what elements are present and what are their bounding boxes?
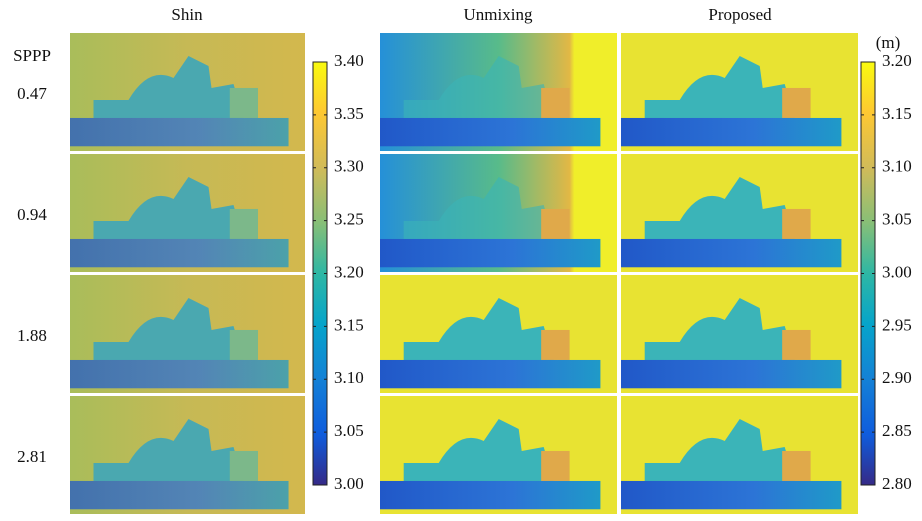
tick-label: 3.35 (334, 104, 364, 123)
scene-tower (229, 87, 258, 118)
scene-tower (782, 208, 811, 239)
scene-tower (229, 329, 258, 360)
scene-tower (541, 450, 570, 481)
scene-foreground (621, 359, 842, 389)
scene-foreground (70, 238, 289, 268)
scene-tower (229, 450, 258, 481)
scene-building (403, 55, 554, 118)
scene-building (93, 55, 244, 118)
row-label: 0.94 (17, 205, 47, 224)
row-label: 0.47 (17, 84, 47, 103)
scene-foreground (70, 480, 289, 510)
tick-label: 3.15 (334, 315, 364, 334)
tick-label: 3.30 (334, 157, 364, 176)
scene-building (644, 176, 795, 239)
row-label: 1.88 (17, 326, 47, 345)
scene-tower (782, 450, 811, 481)
tick-label: 3.20 (882, 51, 912, 70)
tick-label: 2.85 (882, 421, 912, 440)
scene-tower (782, 87, 811, 118)
scene-tower (541, 87, 570, 118)
scene-building (403, 418, 554, 481)
scene-building (93, 176, 244, 239)
scene-foreground (380, 480, 601, 510)
tick-label: 3.05 (882, 210, 912, 229)
scene-tower (541, 208, 570, 239)
scene-building (644, 418, 795, 481)
scene-building (403, 297, 554, 360)
tick-label: 3.00 (882, 262, 912, 281)
tick-label: 2.90 (882, 368, 912, 387)
unit-label: (m) (876, 33, 901, 52)
scene-foreground (380, 359, 601, 389)
image-panels (70, 33, 858, 514)
scene-foreground (621, 238, 842, 268)
scene-foreground (380, 117, 601, 147)
scene-foreground (70, 117, 289, 147)
scene-building (403, 176, 554, 239)
scene-foreground (621, 480, 842, 510)
scene-building (93, 418, 244, 481)
scene-foreground (621, 117, 842, 147)
row-label: 2.81 (17, 447, 47, 466)
scene-building (93, 297, 244, 360)
scene-foreground (380, 238, 601, 268)
tick-label: 3.05 (334, 421, 364, 440)
tick-label: 3.25 (334, 210, 364, 229)
scene-tower (229, 208, 258, 239)
scene-building (644, 297, 795, 360)
scene-foreground (70, 359, 289, 389)
tick-label: 2.95 (882, 315, 912, 334)
scene-tower (541, 329, 570, 360)
tick-label: 3.20 (334, 262, 364, 281)
tick-label: 2.80 (882, 474, 912, 493)
tick-label: 3.15 (882, 104, 912, 123)
row-header: SPPP (13, 46, 51, 65)
tick-label: 3.40 (334, 51, 364, 70)
scene-tower (782, 329, 811, 360)
column-title: Unmixing (464, 5, 533, 24)
column-title: Proposed (708, 5, 772, 24)
column-title: Shin (171, 5, 203, 24)
tick-label: 3.00 (334, 474, 364, 493)
scene-building (644, 55, 795, 118)
tick-label: 3.10 (882, 157, 912, 176)
tick-label: 3.10 (334, 368, 364, 387)
